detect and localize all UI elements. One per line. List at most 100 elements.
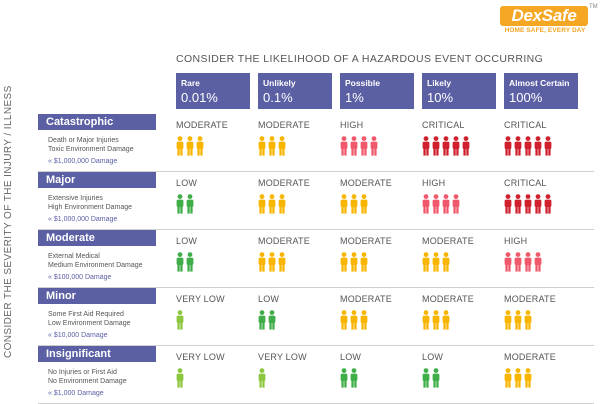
person-icon xyxy=(534,194,542,214)
person-icon xyxy=(350,310,358,330)
severity-description: Death or Major Injuries Toxic Environment… xyxy=(48,136,134,154)
risk-rating: MODERATE xyxy=(340,294,392,304)
damage-text: $1,000 Damage xyxy=(53,390,104,397)
severity-description: Extensive Injuries High Environment Damag… xyxy=(48,194,132,212)
risk-rating: CRITICAL xyxy=(504,178,547,188)
person-icon xyxy=(524,368,532,388)
risk-rating: LOW xyxy=(258,294,280,304)
person-icon xyxy=(442,136,450,156)
person-icon xyxy=(186,136,194,156)
risk-cell: HIGH xyxy=(504,236,584,282)
likelihood-percent: 10% xyxy=(427,90,454,105)
person-icon xyxy=(452,194,460,214)
damage-text: $1,000,000 Damage xyxy=(53,216,118,223)
severity-label: Major xyxy=(38,172,156,188)
risk-rating: LOW xyxy=(340,352,362,362)
severity-row-minor: Minor Some First Aid Required Low Environm… xyxy=(38,288,594,346)
risk-cell: VERY LOW xyxy=(176,294,256,340)
risk-cell: LOW xyxy=(422,352,502,398)
person-icon xyxy=(432,194,440,214)
person-icon xyxy=(442,252,450,272)
damage-estimate: « $1,000,000 Damage xyxy=(48,216,117,223)
person-icon xyxy=(422,310,430,330)
severity-label: Minor xyxy=(38,288,156,304)
risk-rating: MODERATE xyxy=(504,294,556,304)
person-icon xyxy=(340,310,348,330)
severity-axis-title: CONSIDER THE SEVERITY OF THE INJURY / IL… xyxy=(3,85,14,358)
person-icon xyxy=(360,194,368,214)
logo-tagline: HOME SAFE, EVERY DAY xyxy=(504,27,586,34)
risk-cell: MODERATE xyxy=(340,178,420,224)
risk-rating: MODERATE xyxy=(340,236,392,246)
person-icon xyxy=(504,136,512,156)
description-line-1: Extensive Injuries xyxy=(48,195,103,202)
person-icon xyxy=(196,136,204,156)
person-icon xyxy=(432,368,440,388)
description-line-2: Toxic Environment Damage xyxy=(48,146,134,153)
dexsafe-logo: DexSafe TM HOME SAFE, EVERY DAY xyxy=(500,4,598,40)
person-icon xyxy=(340,368,348,388)
person-icon xyxy=(442,310,450,330)
double-chevron-left-icon: « xyxy=(48,274,54,281)
person-icon xyxy=(524,136,532,156)
risk-cell: MODERATE xyxy=(258,120,338,166)
person-icon xyxy=(350,194,358,214)
person-icon xyxy=(350,252,358,272)
likelihood-label: Likely xyxy=(427,78,452,88)
person-icon xyxy=(176,368,184,388)
damage-estimate: « $10,000 Damage xyxy=(48,332,108,339)
person-icon xyxy=(176,194,184,214)
person-icon xyxy=(504,368,512,388)
person-icon xyxy=(360,136,368,156)
risk-rating: MODERATE xyxy=(422,236,474,246)
person-icon xyxy=(258,310,266,330)
damage-text: $100,000 Damage xyxy=(53,274,112,281)
severity-label: Insignificant xyxy=(38,346,156,362)
likelihood-label: Possible xyxy=(345,78,380,88)
person-icon xyxy=(350,368,358,388)
risk-rating: MODERATE xyxy=(504,352,556,362)
severity-label: Catastrophic xyxy=(38,114,156,130)
risk-cell: LOW xyxy=(176,236,256,282)
risk-cell: MODERATE xyxy=(340,236,420,282)
person-icon xyxy=(350,136,358,156)
likelihood-axis-title: CONSIDER THE LIKELIHOOD OF A HAZARDOUS E… xyxy=(176,53,544,65)
double-chevron-left-icon: « xyxy=(48,332,54,339)
risk-cell: MODERATE xyxy=(422,294,502,340)
risk-cell: LOW xyxy=(340,352,420,398)
damage-estimate: « $1,000,000 Damage xyxy=(48,158,117,165)
risk-cell: CRITICAL xyxy=(422,120,502,166)
person-icon xyxy=(422,252,430,272)
likelihood-percent: 0.01% xyxy=(181,90,218,105)
damage-text: $1,000,000 Damage xyxy=(53,158,118,165)
double-chevron-left-icon: « xyxy=(48,158,54,165)
likelihood-header-possible: Possible 1% xyxy=(340,73,414,109)
person-icon xyxy=(504,310,512,330)
likelihood-header-rare: Rare 0.01% xyxy=(176,73,250,109)
person-icon xyxy=(268,136,276,156)
person-icon xyxy=(186,252,194,272)
severity-description: Some First Aid Required Low Environment D… xyxy=(48,310,131,328)
description-line-1: Death or Major Injuries xyxy=(48,137,119,144)
risk-cell: CRITICAL xyxy=(504,178,584,224)
person-icon xyxy=(258,194,266,214)
damage-text: $10,000 Damage xyxy=(53,332,108,339)
person-icon xyxy=(514,368,522,388)
person-icon xyxy=(176,310,184,330)
likelihood-header-likely: Likely 10% xyxy=(422,73,496,109)
person-icon xyxy=(340,136,348,156)
risk-rating: HIGH xyxy=(422,178,446,188)
person-icon xyxy=(422,368,430,388)
likelihood-percent: 1% xyxy=(345,90,364,105)
risk-cell: LOW xyxy=(176,178,256,224)
risk-rating: VERY LOW xyxy=(258,352,307,362)
severity-label: Moderate xyxy=(38,230,156,246)
risk-cell: MODERATE xyxy=(340,294,420,340)
row-divider xyxy=(38,229,594,230)
row-divider xyxy=(38,345,594,346)
risk-cell: MODERATE xyxy=(176,120,256,166)
person-icon xyxy=(524,194,532,214)
person-icon xyxy=(432,136,440,156)
person-icon xyxy=(524,252,532,272)
risk-cell: CRITICAL xyxy=(504,120,584,166)
